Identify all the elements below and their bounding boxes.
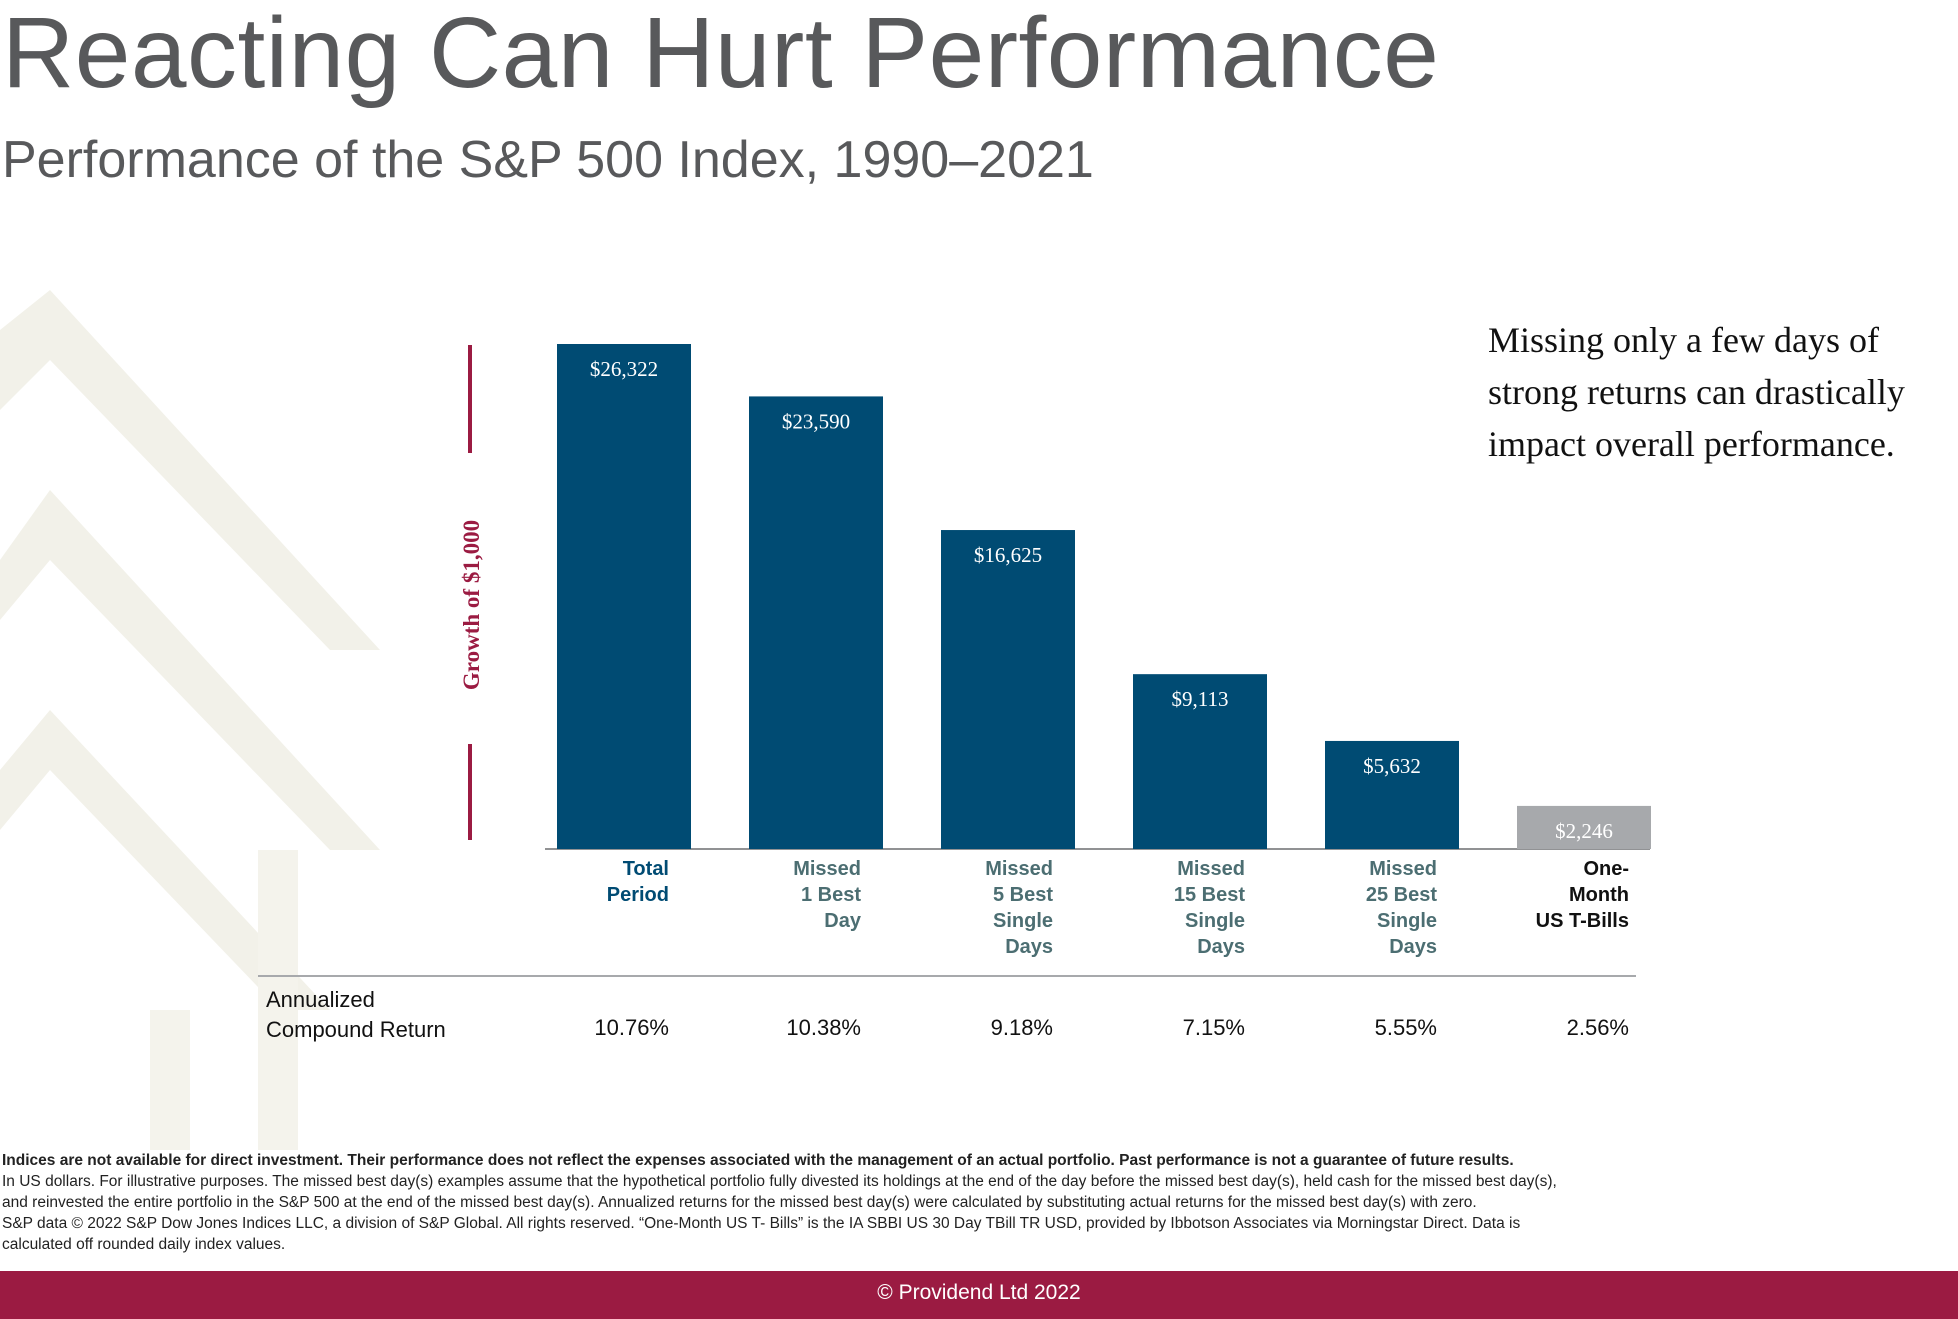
footnote-line: S&P data © 2022 S&P Dow Jones Indices LL… (2, 1215, 1521, 1232)
x-tick-label: Missed 15 Best Single Days (1173, 858, 1245, 958)
annualized-return-value: 9.18% (990, 1015, 1053, 1040)
footer-bar: © Providend Ltd 2022 (0, 1271, 1958, 1319)
bar-value-label: $16,625 (974, 543, 1042, 567)
x-tick-label: Total Period (606, 858, 669, 906)
annualized-return-value: 10.76% (594, 1015, 669, 1040)
annualized-return-value: 7.15% (1182, 1015, 1245, 1040)
x-tick-label: Missed 25 Best Single Days (1365, 858, 1437, 958)
footnote-line: and reinvested the entire portfolio in t… (2, 1194, 1477, 1211)
bar-value-label: $5,632 (1363, 754, 1421, 778)
divider-line (258, 975, 1636, 977)
bar-value-label: $23,590 (782, 409, 850, 433)
footer-copyright: © Providend Ltd 2022 (877, 1281, 1081, 1304)
annualized-return-value: 10.38% (786, 1015, 861, 1040)
bar-value-label: $2,246 (1555, 819, 1613, 843)
callout-text: Missing only a few days of strong return… (1488, 320, 1905, 464)
bar (1325, 740, 1459, 849)
bar (749, 396, 883, 849)
y-axis-label: Growth of $1,000 (459, 520, 484, 690)
x-tick-label: Missed 5 Best Single Days (985, 858, 1053, 958)
footnote: Indices are not available for direct inv… (2, 1150, 1952, 1255)
bar (1517, 805, 1651, 849)
annualized-return-value: 5.55% (1374, 1015, 1437, 1040)
bar-value-label: $9,113 (1172, 687, 1229, 711)
x-tick-label: One- Month US T-Bills (1535, 858, 1629, 932)
background-chevrons (0, 290, 380, 1150)
footnote-disclaimer: Indices are not available for direct inv… (2, 1152, 1514, 1169)
bar (941, 530, 1075, 849)
annualized-return-value: 2.56% (1566, 1015, 1629, 1040)
bar-chart: Growth of $1,000 $26,322 $23,590 $16,625 $9… (459, 344, 1651, 850)
bar (1133, 674, 1267, 849)
footnote-line: calculated off rounded daily index value… (2, 1236, 286, 1253)
page-title: Reacting Can Hurt Performance (2, 0, 1440, 109)
bar-value-label: $26,322 (590, 357, 658, 381)
footnote-line: In US dollars. For illustrative purposes… (2, 1173, 1557, 1190)
x-tick-label: Missed 1 Best Day (793, 858, 861, 932)
bar (557, 344, 691, 849)
page-subtitle: Performance of the S&P 500 Index, 1990–2… (2, 131, 1094, 189)
returns-header: Annualized Compound Return (266, 987, 446, 1042)
